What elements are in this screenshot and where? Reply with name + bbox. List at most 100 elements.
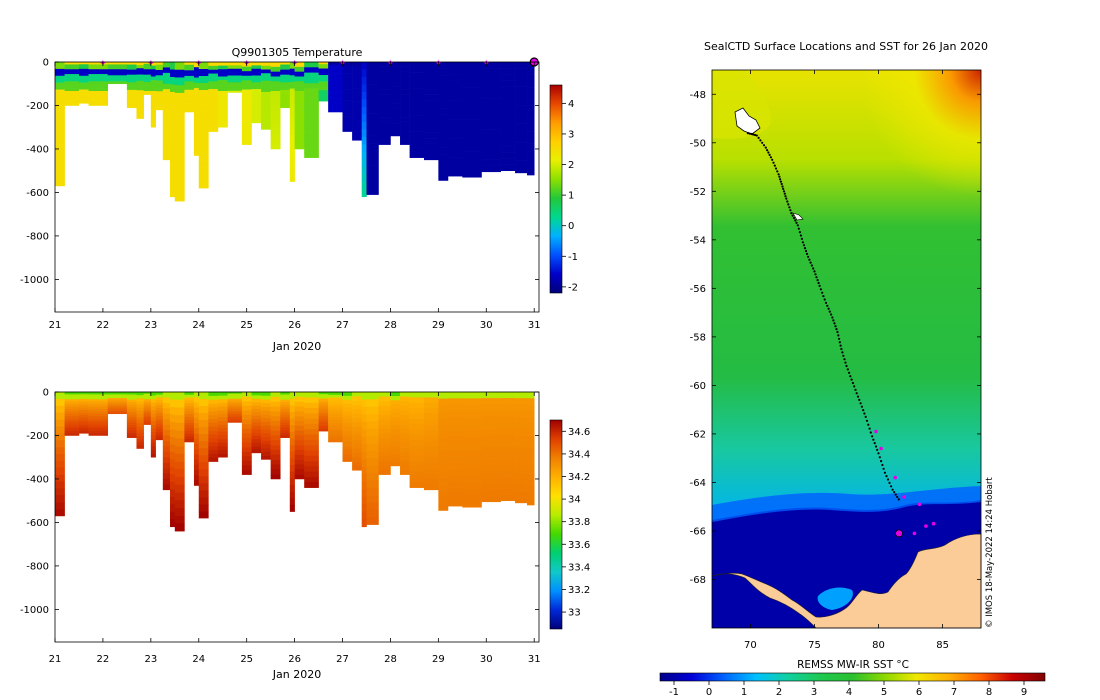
y-tick-label: 0 [43,388,49,399]
profile-cell [170,392,176,400]
profile-cell [136,392,144,396]
profile-cell [342,434,353,439]
profile-cell [126,84,137,88]
lat-tick-label: -58 [690,332,706,343]
profile-cell [280,392,291,395]
profile-cell [193,475,200,481]
profile-cell [136,432,144,437]
profile-cell [423,116,439,123]
temperature-xlabel: Jan 2020 [272,340,321,353]
profile-cell [481,477,501,484]
profile-cell [447,169,463,177]
profile-cell [241,401,252,407]
profile-cell [270,90,281,97]
profile-cell [170,121,176,130]
profile-cell [304,407,319,414]
profile-cell [361,504,367,513]
profile-cell [55,96,65,104]
profile-cell [198,441,209,449]
track-point [774,167,778,170]
x-tick-label: 25 [240,320,253,331]
profile-cell [217,101,228,106]
profile-cell [280,430,291,433]
x-tick-label: 27 [336,654,349,665]
profile-cell [400,117,410,122]
profile-cell [184,67,195,71]
colorbar-tick-label: 34.2 [568,472,590,483]
profile-cell [423,457,439,463]
profile-cell [88,90,109,94]
temperature-axes-frame [54,61,540,313]
profile-cell [270,86,281,92]
sst-colorbar-tick-label: 5 [881,687,887,698]
profile-cell [155,423,164,427]
y-tick-label: -400 [26,144,49,155]
profile-cell [361,174,367,183]
profile-cell [251,392,262,396]
sst-colorbar-label: REMSS MW-IR SST °C [797,659,909,671]
colorbar-tick-label: 33.8 [568,517,590,528]
profile-cell [227,63,243,66]
profile-cell [294,66,305,72]
profile-cell [280,432,291,436]
profile-cell [78,89,89,93]
profile-cell [447,499,463,507]
profile-cell [318,422,329,425]
profile-cell [184,95,195,99]
profile-cell [251,95,262,100]
profile-cell [227,90,243,93]
profile-cell [143,397,152,400]
profile-cell [500,398,516,405]
profile-cell [481,104,501,112]
profile-cell [390,131,401,137]
profile-cell [294,430,305,436]
profile-cell [270,445,281,451]
track-point [837,334,840,337]
profile-cell [251,425,262,430]
sst-colorbar-tick-label: 9 [1021,687,1027,698]
profile-cell [280,62,291,65]
profile-cell [217,428,228,433]
profile-cell [527,429,535,437]
profile-cell [481,74,501,81]
profile-cell [170,136,176,145]
profile-cell [527,68,535,75]
profile-cell [241,414,252,420]
profile-cell [143,411,152,415]
profile-cell [304,104,319,111]
profile-cell [126,69,137,73]
profile-cell [261,448,271,453]
profile-cell [304,93,319,100]
profile-cell [107,77,128,80]
profile-cell [88,408,109,412]
profile-cell [251,412,262,416]
profile-cell [136,87,144,91]
profile-cell [208,415,219,420]
profile-cell [162,78,171,85]
profile-cell [366,179,379,188]
profile-cell [193,433,200,440]
profile-cell [162,424,171,431]
profile-cell [241,66,252,72]
profile-cell [400,80,410,86]
profile-cell [184,430,195,434]
profile-cell [500,128,516,135]
lat-tick-label: -50 [690,138,706,149]
profile-cell [217,399,228,404]
profile-cell [366,84,379,92]
profile-cell [409,131,425,137]
profile-cell [155,421,164,425]
x-tick-label: 23 [144,654,157,665]
profile-cell [500,80,516,87]
profile-cell [155,431,164,435]
profile-cell [447,100,463,107]
profile-cell [423,138,439,144]
profile-cell [289,148,295,156]
profile-cell [515,478,528,485]
profile-cell [208,116,219,121]
profile-cell [328,405,343,409]
profile-cell [136,115,144,119]
profile-cell [170,129,176,138]
profile-cell [136,423,144,427]
profile-cell [251,415,262,420]
